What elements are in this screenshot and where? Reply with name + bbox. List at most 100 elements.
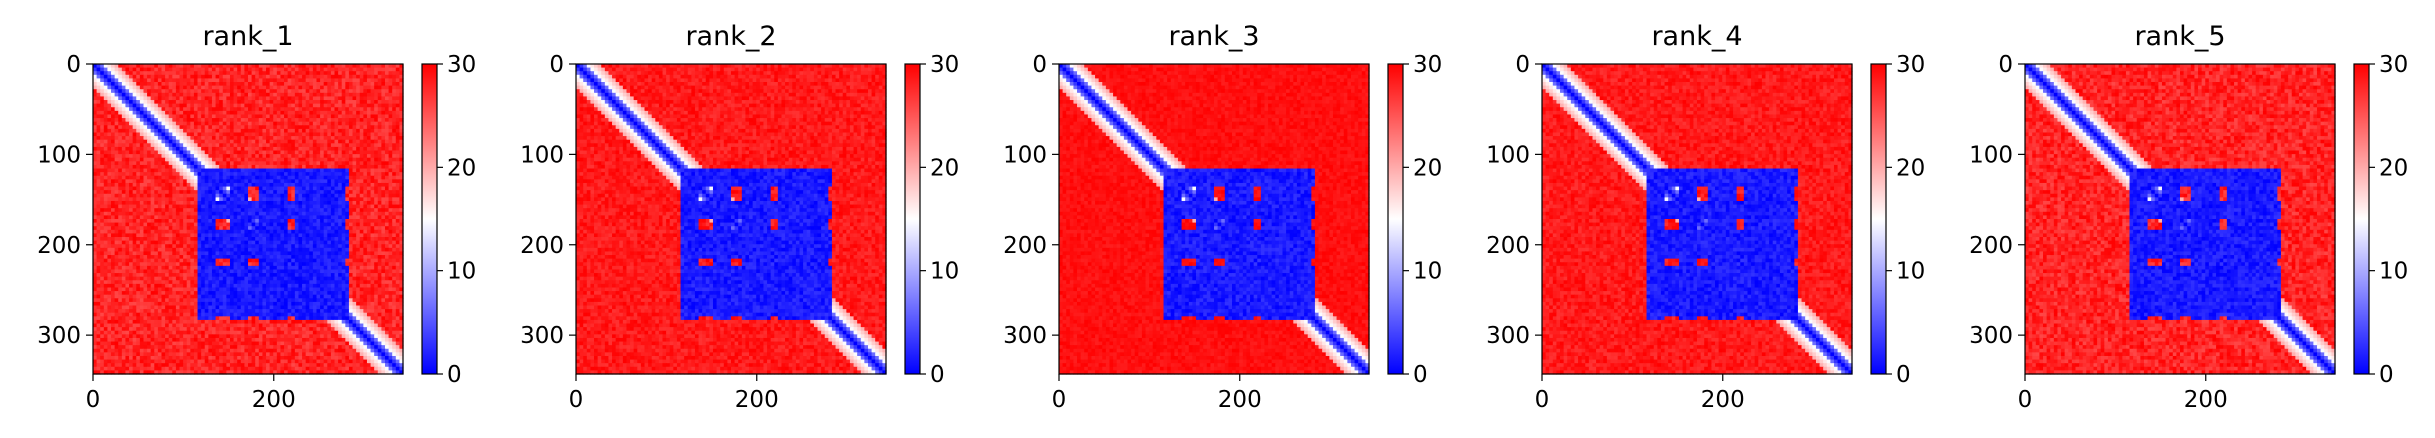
heatmap-cell: [114, 211, 119, 216]
heatmap-cell: [190, 233, 195, 238]
heatmap-cell: [208, 143, 213, 148]
heatmap-cell: [222, 190, 227, 195]
heatmap-cell: [320, 146, 325, 152]
heatmap-cell: [240, 110, 245, 116]
heatmap-cell: [352, 100, 357, 105]
heatmap-cell: [211, 197, 217, 202]
heatmap-cell: [374, 96, 379, 101]
heatmap-cell: [251, 74, 256, 80]
heatmap-cell: [125, 226, 130, 231]
heatmap-cell: [341, 222, 346, 227]
heatmap-cell: [377, 200, 382, 206]
heatmap-cell: [132, 237, 137, 242]
heatmap-cell: [374, 244, 379, 249]
heatmap-cell: [392, 125, 397, 130]
heatmap-cell: [168, 219, 173, 224]
heatmap-cell: [280, 269, 285, 274]
heatmap-cell: [399, 74, 404, 80]
heatmap-cell: [341, 247, 346, 253]
heatmap-cell: [211, 110, 217, 116]
heatmap-cell: [381, 179, 386, 184]
heatmap-cell: [193, 67, 199, 72]
heatmap-cell: [280, 161, 285, 166]
heatmap-cell: [255, 222, 260, 227]
heatmap-cell: [190, 146, 195, 152]
heatmap-cell: [193, 168, 199, 173]
heatmap-cell: [175, 64, 181, 69]
heatmap-cell: [266, 161, 271, 166]
heatmap-cell: [352, 179, 357, 184]
heatmap-cell: [93, 132, 98, 137]
heatmap-cell: [172, 244, 177, 249]
heatmap-cell: [111, 204, 116, 209]
heatmap-cell: [226, 179, 231, 184]
heatmap-cell: [334, 175, 339, 180]
heatmap-cell: [269, 118, 274, 123]
heatmap-cell: [147, 89, 152, 94]
heatmap-cell: [388, 110, 393, 116]
heatmap-cell: [237, 67, 242, 72]
heatmap-cell: [165, 204, 170, 209]
heatmap-cell: [258, 262, 264, 267]
heatmap-cell: [215, 161, 220, 166]
heatmap-cell: [186, 136, 191, 141]
heatmap-cell: [168, 64, 173, 69]
heatmap-cell: [316, 150, 321, 155]
heatmap-cell: [96, 96, 101, 101]
heatmap-cell: [197, 200, 202, 206]
heatmap-cell: [96, 164, 101, 170]
heatmap-cell: [374, 110, 379, 116]
heatmap-cell: [366, 168, 372, 173]
heatmap-cell: [190, 92, 195, 98]
heatmap-cell: [334, 92, 339, 98]
heatmap-cell: [129, 132, 134, 137]
heatmap-cell: [103, 265, 109, 271]
heatmap-cell: [381, 262, 386, 267]
heatmap-cell: [157, 157, 163, 162]
heatmap-cell: [215, 150, 220, 155]
heatmap-cell: [103, 244, 109, 249]
heatmap-cell: [366, 125, 372, 130]
heatmap-cell: [244, 78, 249, 83]
heatmap-cell: [330, 128, 336, 134]
heatmap-cell: [294, 240, 300, 245]
heatmap-cell: [327, 110, 332, 116]
heatmap-cell: [251, 78, 256, 83]
heatmap-cell: [251, 161, 256, 166]
heatmap-cell: [244, 211, 249, 216]
heatmap-cell: [262, 222, 267, 227]
heatmap-cell: [229, 110, 235, 116]
heatmap-cell: [356, 150, 361, 155]
heatmap-cell: [374, 262, 379, 267]
heatmap-cell: [374, 107, 379, 112]
heatmap-cell: [244, 172, 249, 177]
heatmap-cell: [150, 219, 155, 224]
heatmap-cell: [132, 139, 137, 144]
heatmap-cell: [154, 262, 159, 267]
heatmap-cell: [291, 237, 296, 242]
heatmap-cell: [312, 233, 318, 238]
heatmap-cell: [338, 237, 343, 242]
heatmap-cell: [240, 251, 245, 256]
heatmap-cell: [269, 226, 274, 231]
heatmap-cell: [399, 190, 404, 195]
heatmap-cell: [320, 128, 325, 134]
heatmap-cell: [370, 78, 375, 83]
heatmap-cell: [395, 215, 400, 220]
heatmap-cell: [154, 164, 159, 170]
heatmap-cell: [93, 269, 98, 274]
heatmap-cell: [305, 175, 310, 180]
heatmap-cell: [399, 168, 404, 173]
heatmap-cell: [327, 146, 332, 152]
heatmap-cell: [233, 200, 238, 206]
heatmap-cell: [276, 251, 282, 256]
heatmap-cell: [356, 186, 361, 191]
heatmap-cell: [107, 161, 112, 166]
heatmap-cell: [381, 78, 386, 83]
heatmap-cell: [370, 186, 375, 191]
heatmap-cell: [143, 132, 148, 137]
heatmap-cell: [215, 211, 220, 216]
heatmap-cell: [226, 175, 231, 180]
heatmap-cell: [255, 132, 260, 137]
heatmap-cell: [244, 255, 249, 260]
